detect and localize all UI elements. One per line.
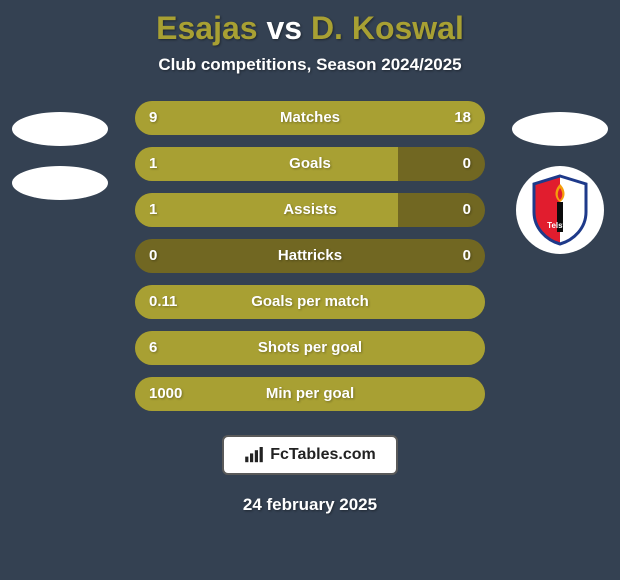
player1-name: Esajas bbox=[156, 10, 257, 46]
vs-label: vs bbox=[266, 10, 302, 46]
comparison-panel: Esajas vs D. Koswal Club competitions, S… bbox=[0, 0, 620, 580]
shield-icon: Telstar bbox=[530, 174, 590, 246]
stat-label: Goals per match bbox=[135, 285, 485, 319]
footer-date: 24 february 2025 bbox=[0, 495, 620, 515]
stat-row: 6Shots per goal bbox=[135, 331, 485, 365]
subtitle: Club competitions, Season 2024/2025 bbox=[0, 55, 620, 75]
team-logo-placeholder bbox=[512, 112, 608, 146]
team-logo-placeholder bbox=[12, 166, 108, 200]
svg-text:Telstar: Telstar bbox=[547, 221, 573, 230]
stat-row: 10Goals bbox=[135, 147, 485, 181]
right-badge-column: Telstar bbox=[512, 112, 608, 254]
stat-row: 918Matches bbox=[135, 101, 485, 135]
stat-label: Min per goal bbox=[135, 377, 485, 411]
player2-name: D. Koswal bbox=[311, 10, 464, 46]
stat-label: Hattricks bbox=[135, 239, 485, 273]
club-badge: Telstar bbox=[516, 166, 604, 254]
stat-label: Shots per goal bbox=[135, 331, 485, 365]
stat-row: 00Hattricks bbox=[135, 239, 485, 273]
stat-label: Goals bbox=[135, 147, 485, 181]
left-badge-column bbox=[12, 112, 108, 200]
stat-label: Assists bbox=[135, 193, 485, 227]
site-badge: FcTables.com bbox=[222, 435, 398, 475]
title: Esajas vs D. Koswal bbox=[0, 10, 620, 47]
team-logo-placeholder bbox=[12, 112, 108, 146]
stat-row: 1000Min per goal bbox=[135, 377, 485, 411]
bars-icon bbox=[244, 447, 264, 463]
stat-label: Matches bbox=[135, 101, 485, 135]
stat-row: 10Assists bbox=[135, 193, 485, 227]
stats-list: 918Matches 10Goals 10Assists 00Hattricks 0.1… bbox=[135, 101, 485, 411]
site-name: FcTables.com bbox=[270, 446, 376, 464]
stat-row: 0.11Goals per match bbox=[135, 285, 485, 319]
